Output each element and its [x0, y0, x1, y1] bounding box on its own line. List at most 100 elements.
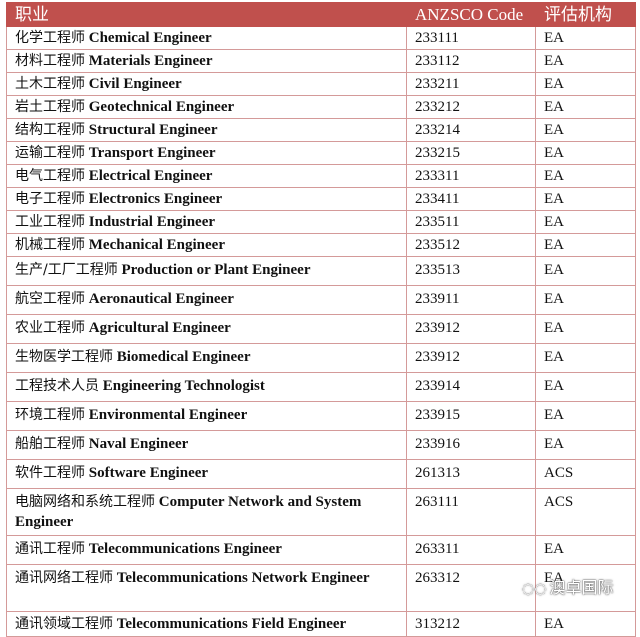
job-en: Geotechnical Engineer — [88, 99, 235, 115]
job-cell: 工程技术人员 Engineering Technologist — [6, 372, 407, 402]
table-row: 材料工程师 Materials Engineer 233112 EA — [6, 49, 636, 73]
code-cell: 233911 — [406, 285, 536, 315]
job-en: Industrial Engineer — [88, 214, 216, 230]
job-zh: 电子工程师 — [15, 191, 85, 207]
code-cell: 233111 — [406, 26, 536, 50]
code-cell: 233915 — [406, 401, 536, 431]
job-cell: 电子工程师 Electronics Engineer — [6, 187, 407, 211]
org-cell: EA — [535, 401, 636, 431]
job-cell: 船舶工程师 Naval Engineer — [6, 430, 407, 460]
table-header: 职业 ANZSCO Code 评估机构 — [6, 2, 636, 27]
code-cell: 313212 — [406, 611, 536, 637]
job-zh: 通讯领域工程师 — [15, 616, 113, 632]
job-zh: 农业工程师 — [15, 320, 85, 336]
job-en: Transport Engineer — [88, 145, 216, 161]
job-cell: 化学工程师 Chemical Engineer — [6, 26, 407, 50]
job-cell: 通讯领域工程师 Telecommunications Field Enginee… — [6, 611, 407, 637]
job-zh: 生产/工厂工程师 — [15, 262, 118, 278]
table-row: 机械工程师 Mechanical Engineer 233512 EA — [6, 233, 636, 257]
table-row: 通讯领域工程师 Telecommunications Field Enginee… — [6, 611, 636, 637]
job-en: Aeronautical Engineer — [88, 291, 234, 307]
job-en: Materials Engineer — [88, 53, 213, 69]
job-zh: 岩土工程师 — [15, 99, 85, 115]
code-cell: 233211 — [406, 72, 536, 96]
job-en: Computer Network and System Engineer — [15, 494, 362, 530]
job-zh: 化学工程师 — [15, 30, 85, 46]
job-zh: 电脑网络和系统工程师 — [15, 494, 155, 510]
code-cell: 233311 — [406, 164, 536, 188]
code-cell: 263312 — [406, 564, 536, 612]
org-cell: EA — [535, 564, 636, 612]
org-cell: EA — [535, 372, 636, 402]
table-row: 船舶工程师 Naval Engineer 233916 EA — [6, 430, 636, 460]
org-cell: EA — [535, 285, 636, 315]
code-cell: 233912 — [406, 343, 536, 373]
job-en: Telecommunications Network Engineer — [116, 570, 370, 586]
job-en: Structural Engineer — [88, 122, 218, 138]
code-cell: 233914 — [406, 372, 536, 402]
table-row: 岩土工程师 Geotechnical Engineer 233212 EA — [6, 95, 636, 119]
org-cell: EA — [535, 95, 636, 119]
table-row: 电子工程师 Electronics Engineer 233411 EA — [6, 187, 636, 211]
code-cell: 233512 — [406, 233, 536, 257]
header-job: 职业 — [6, 2, 407, 27]
job-cell: 运输工程师 Transport Engineer — [6, 141, 407, 165]
code-cell: 263111 — [406, 488, 536, 536]
job-zh: 结构工程师 — [15, 122, 85, 138]
engineer-occupation-table: 职业 ANZSCO Code 评估机构 化学工程师 Chemical Engin… — [6, 2, 636, 637]
job-en: Software Engineer — [88, 465, 209, 481]
table-row: 土木工程师 Civil Engineer 233211 EA — [6, 72, 636, 96]
job-zh: 机械工程师 — [15, 237, 85, 253]
org-cell: EA — [535, 535, 636, 565]
job-zh: 工程技术人员 — [15, 378, 99, 394]
org-cell: EA — [535, 233, 636, 257]
org-cell: EA — [535, 72, 636, 96]
job-en: Mechanical Engineer — [88, 237, 225, 253]
table-row: 工程技术人员 Engineering Technologist 233914 EA — [6, 372, 636, 402]
job-en: Production or Plant Engineer — [121, 262, 311, 278]
table-row: 生物医学工程师 Biomedical Engineer 233912 EA — [6, 343, 636, 373]
job-zh: 通讯网络工程师 — [15, 570, 113, 586]
org-cell: EA — [535, 256, 636, 286]
job-cell: 通讯网络工程师 Telecommunications Network Engin… — [6, 564, 407, 612]
job-zh: 电气工程师 — [15, 168, 85, 184]
table-row: 环境工程师 Environmental Engineer 233915 EA — [6, 401, 636, 431]
org-cell: EA — [535, 314, 636, 344]
job-cell: 机械工程师 Mechanical Engineer — [6, 233, 407, 257]
org-cell: EA — [535, 343, 636, 373]
table-row: 化学工程师 Chemical Engineer 233111 EA — [6, 26, 636, 50]
job-zh: 生物医学工程师 — [15, 349, 113, 365]
job-cell: 电气工程师 Electrical Engineer — [6, 164, 407, 188]
job-zh: 土木工程师 — [15, 76, 85, 92]
job-en: Biomedical Engineer — [116, 349, 251, 365]
org-cell: EA — [535, 164, 636, 188]
code-cell: 233112 — [406, 49, 536, 73]
job-cell: 结构工程师 Structural Engineer — [6, 118, 407, 142]
watermark-text: 澳卓国际 — [549, 578, 614, 597]
code-cell: 233411 — [406, 187, 536, 211]
table-row: 运输工程师 Transport Engineer 233215 EA — [6, 141, 636, 165]
code-cell: 233214 — [406, 118, 536, 142]
job-en: Electronics Engineer — [88, 191, 223, 207]
header-org: 评估机构 — [535, 2, 636, 27]
job-zh: 软件工程师 — [15, 465, 85, 481]
job-cell: 生产/工厂工程师 Production or Plant Engineer — [6, 256, 407, 286]
job-en: Engineering Technologist — [102, 378, 265, 394]
job-cell: 电脑网络和系统工程师 Computer Network and System E… — [6, 488, 407, 536]
table-row: 生产/工厂工程师 Production or Plant Engineer 233… — [6, 256, 636, 286]
job-en: Telecommunications Field Engineer — [116, 616, 347, 632]
job-en: Agricultural Engineer — [88, 320, 231, 336]
job-cell: 土木工程师 Civil Engineer — [6, 72, 407, 96]
job-zh: 通讯工程师 — [15, 541, 85, 557]
org-cell: EA — [535, 210, 636, 234]
job-cell: 农业工程师 Agricultural Engineer — [6, 314, 407, 344]
code-cell: 233215 — [406, 141, 536, 165]
code-cell: 233912 — [406, 314, 536, 344]
table-row: 软件工程师 Software Engineer 261313 ACS — [6, 459, 636, 489]
org-cell: EA — [535, 611, 636, 637]
org-cell: ACS — [535, 459, 636, 489]
org-cell: ACS — [535, 488, 636, 536]
table-row: 农业工程师 Agricultural Engineer 233912 EA — [6, 314, 636, 344]
table-row: 电脑网络和系统工程师 Computer Network and System E… — [6, 488, 636, 536]
job-zh: 材料工程师 — [15, 53, 85, 69]
